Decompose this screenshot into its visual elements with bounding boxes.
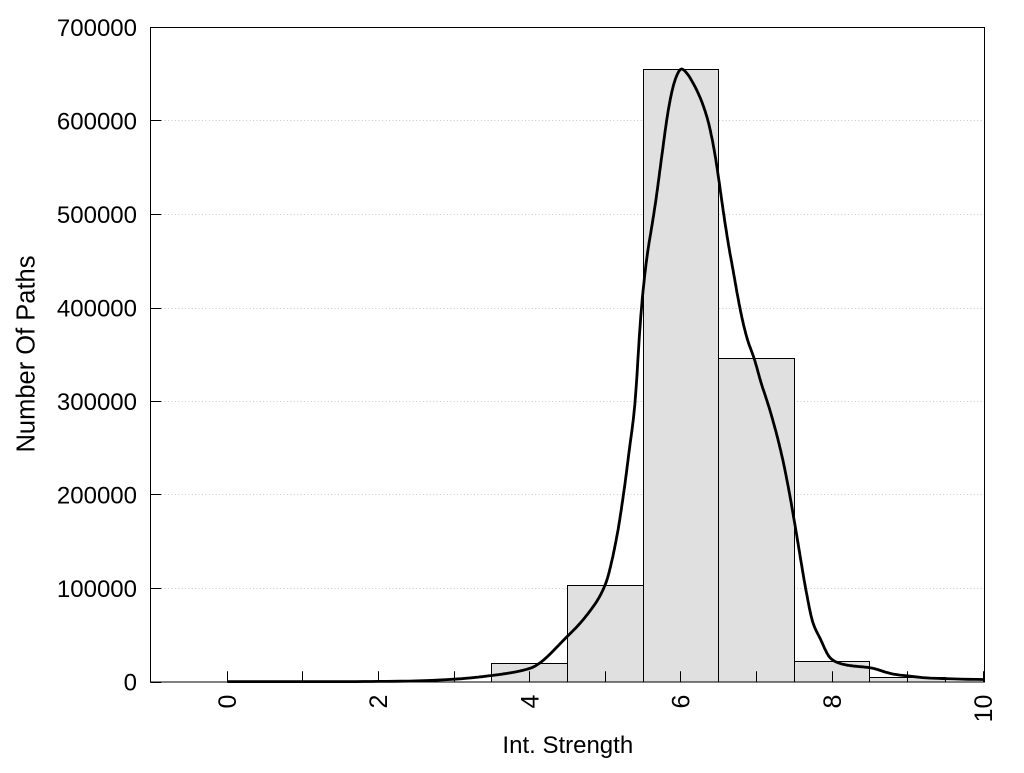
svg-text:500000: 500000 <box>57 202 137 229</box>
svg-text:0: 0 <box>214 695 242 709</box>
svg-text:600000: 600000 <box>57 108 137 135</box>
svg-text:Int. Strength: Int. Strength <box>502 732 633 759</box>
svg-text:Number Of Paths: Number Of Paths <box>13 256 41 453</box>
svg-text:8: 8 <box>819 695 847 709</box>
svg-text:6: 6 <box>668 695 696 709</box>
svg-text:400000: 400000 <box>57 295 137 322</box>
svg-text:10: 10 <box>970 695 998 723</box>
svg-text:200000: 200000 <box>57 482 137 509</box>
svg-text:4: 4 <box>516 695 544 709</box>
svg-text:0: 0 <box>124 669 137 696</box>
svg-text:300000: 300000 <box>57 389 137 416</box>
svg-text:2: 2 <box>365 695 393 709</box>
svg-text:100000: 100000 <box>57 576 137 603</box>
svg-text:700000: 700000 <box>57 15 137 42</box>
